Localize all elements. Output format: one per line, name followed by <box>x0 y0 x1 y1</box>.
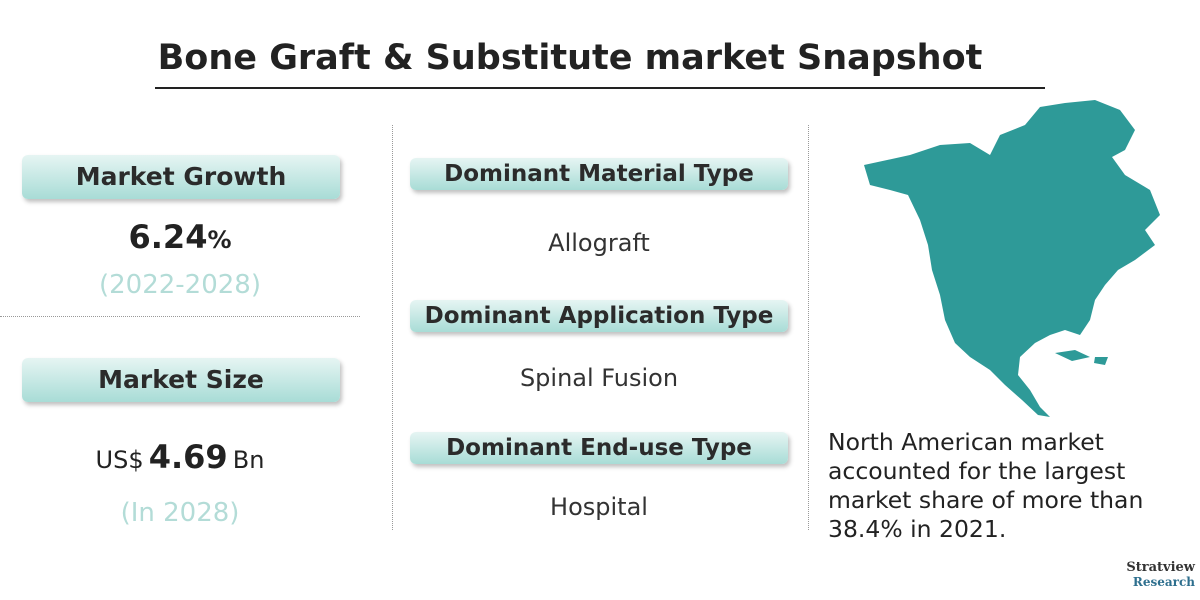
region-note: North American market accounted for the … <box>828 428 1144 543</box>
divider <box>0 316 360 317</box>
divider <box>808 125 809 530</box>
title: Bone Graft & Substitute market Snapshot <box>157 38 983 78</box>
dominant-label: Dominant End-use Type <box>410 432 788 464</box>
dominant-label: Dominant Application Type <box>410 300 788 332</box>
size-unit: Bn <box>232 446 265 474</box>
logo-name: Stratview <box>1126 560 1195 575</box>
dominant-value: Hospital <box>550 493 648 521</box>
title-underline <box>155 87 1045 89</box>
dominant-value: Spinal Fusion <box>519 364 679 392</box>
size-value: 4.69 <box>148 438 228 476</box>
growth-unit: % <box>207 226 232 254</box>
divider <box>392 125 393 530</box>
growth-value-row: 6.24% <box>0 218 360 256</box>
dominant-label: Dominant Material Type <box>410 158 788 190</box>
size-period: (In 2028) <box>120 498 240 528</box>
logo-sub: Research <box>1132 575 1195 589</box>
size-value-row: US$ 4.69 Bn <box>0 438 360 476</box>
logo: Stratview Research <box>1105 560 1195 589</box>
north-america-map <box>864 100 1160 417</box>
growth-label: Market Growth <box>22 155 340 199</box>
growth-value: 6.24 <box>128 218 208 256</box>
size-prefix: US$ <box>95 446 144 474</box>
dominant-value: Allograft <box>548 229 650 257</box>
size-label: Market Size <box>22 358 340 402</box>
growth-period: (2022-2028) <box>98 270 261 300</box>
